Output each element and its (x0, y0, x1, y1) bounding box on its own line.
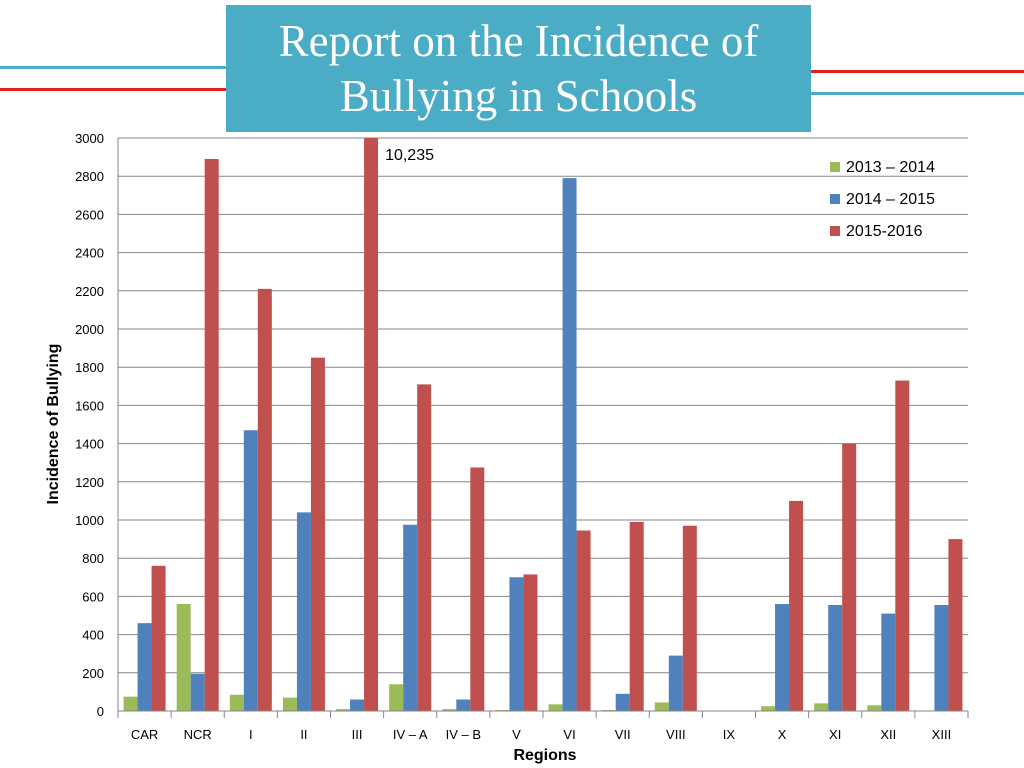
y-tick-label: 1800 (75, 360, 104, 375)
y-tick-label: 1600 (75, 398, 104, 413)
y-tick-label: 2400 (75, 246, 104, 261)
bar-viii-2013-2014 (654, 702, 669, 711)
annotations: 10,235 (385, 147, 434, 164)
x-tick-label-viii: VIII (666, 727, 686, 742)
bar-iii-2014-2015 (350, 699, 365, 711)
bar-v-2014-2015 (509, 577, 524, 711)
bar-iii-2013-2014 (336, 709, 351, 711)
bar-car-2015-2016 (151, 565, 166, 711)
bar-i-2015-2016 (257, 288, 272, 711)
legend-label-2014-2015: 2014 – 2015 (846, 191, 935, 208)
x-tick-label-ii: II (300, 727, 307, 742)
y-axis-title: Incidence of Bullying (45, 344, 62, 505)
legend-label-2013-2014: 2013 – 2014 (846, 159, 935, 176)
y-tick-label: 2200 (75, 284, 104, 299)
bar-iv-b-2013-2014 (442, 709, 457, 711)
axes (117, 138, 969, 718)
bar-iv-a-2014-2015 (403, 524, 418, 711)
y-tick-label: 200 (82, 666, 104, 681)
bar-vii-2014-2015 (615, 693, 630, 711)
bar-xii-2015-2016 (895, 380, 910, 711)
bar-ii-2013-2014 (282, 697, 297, 711)
x-tick-label-vi: VI (563, 727, 575, 742)
bar-xi-2015-2016 (842, 443, 857, 711)
bar-i-2013-2014 (229, 694, 244, 711)
x-tick-label-x: X (778, 727, 787, 742)
x-tick-label-iv-a: IV – A (393, 727, 428, 742)
y-tick-label: 400 (82, 628, 104, 643)
y-tick-label: 1200 (75, 475, 104, 490)
y-tick-label: 800 (82, 551, 104, 566)
bar-viii-2014-2015 (668, 655, 683, 711)
x-axis-title: Regions (513, 747, 576, 764)
bar-iv-b-2015-2016 (470, 467, 485, 711)
annotation-value-label: 10,235 (385, 147, 434, 164)
legend: 2013 – 2014 2014 – 2015 2015-2016 (830, 159, 935, 240)
x-tick-labels: CAR NCR I II III IV – A IV – B V VI VII VIII IX X XI X… (131, 727, 951, 742)
x-tick-label-v: V (512, 727, 521, 742)
x-tick-label-i: I (249, 727, 253, 742)
y-tick-label: 2800 (75, 169, 104, 184)
legend-swatch-2014-2015 (830, 194, 840, 204)
x-tick-label-vii: VII (615, 727, 631, 742)
bar-iii-2015-2016 (364, 138, 379, 711)
bar-xii-2014-2015 (881, 613, 896, 711)
bar-ncr-2014-2015 (190, 673, 205, 711)
bar-car-2014-2015 (137, 623, 152, 711)
bar-i-2014-2015 (243, 430, 258, 711)
x-tick-label-ncr: NCR (184, 727, 212, 742)
bar-ncr-2015-2016 (204, 159, 219, 711)
x-tick-label-xi: XI (829, 727, 841, 742)
bar-xiii-2014-2015 (934, 604, 949, 711)
bar-ncr-2013-2014 (176, 604, 191, 711)
decor-stripe-blue-left (0, 66, 226, 69)
bar-x-2013-2014 (761, 706, 776, 711)
slide-title: Report on the Incidence of Bullying in S… (226, 5, 811, 132)
x-tick-label-ix: IX (723, 727, 736, 742)
slide-title-line-1: Report on the Incidence of (278, 15, 759, 66)
bar-xi-2013-2014 (814, 703, 829, 711)
bar-iv-a-2013-2014 (389, 684, 404, 711)
bar-xi-2014-2015 (828, 604, 843, 711)
bar-ii-2014-2015 (296, 512, 311, 711)
bar-viii-2015-2016 (682, 525, 697, 711)
bar-vi-2015-2016 (576, 530, 591, 711)
decor-stripe-blue-right (811, 92, 1024, 95)
bar-ii-2015-2016 (310, 357, 325, 711)
slide-title-line-2: Bullying in Schools (339, 70, 698, 121)
y-tick-label: 1400 (75, 437, 104, 452)
x-tick-label-xiii: XIII (932, 727, 952, 742)
bar-vi-2013-2014 (548, 704, 563, 711)
bar-iv-b-2014-2015 (456, 699, 471, 711)
y-tick-label: 2600 (75, 207, 104, 222)
bar-x-2014-2015 (775, 604, 790, 711)
legend-swatch-2015-2016 (830, 226, 840, 236)
x-tick-label-car: CAR (131, 727, 158, 742)
x-tick-label-iii: III (352, 727, 363, 742)
decor-stripe-red-left (0, 88, 226, 91)
bar-v-2015-2016 (523, 574, 538, 711)
y-tick-label: 2000 (75, 322, 104, 337)
x-tick-label-xii: XII (880, 727, 896, 742)
bar-xii-2013-2014 (867, 705, 882, 711)
legend-swatch-2013-2014 (830, 162, 840, 172)
bar-x-2015-2016 (789, 500, 804, 711)
bars (123, 138, 963, 712)
y-tick-label: 1000 (75, 513, 104, 528)
bar-xiii-2015-2016 (948, 539, 963, 711)
y-tick-label: 3000 (75, 131, 104, 146)
y-tick-label: 600 (82, 589, 104, 604)
bar-iv-a-2015-2016 (417, 384, 432, 711)
legend-label-2015-2016: 2015-2016 (846, 223, 923, 240)
y-tick-labels: 0 200 400 600 800 1000 1200 1400 1600 1800 2000 220… (75, 131, 104, 719)
y-tick-label: 0 (97, 704, 104, 719)
bar-vii-2015-2016 (629, 521, 644, 711)
bar-car-2013-2014 (123, 696, 138, 711)
decor-stripe-red-right (811, 70, 1024, 73)
x-tick-label-iv-b: IV – B (446, 727, 481, 742)
bar-vi-2014-2015 (562, 178, 577, 712)
